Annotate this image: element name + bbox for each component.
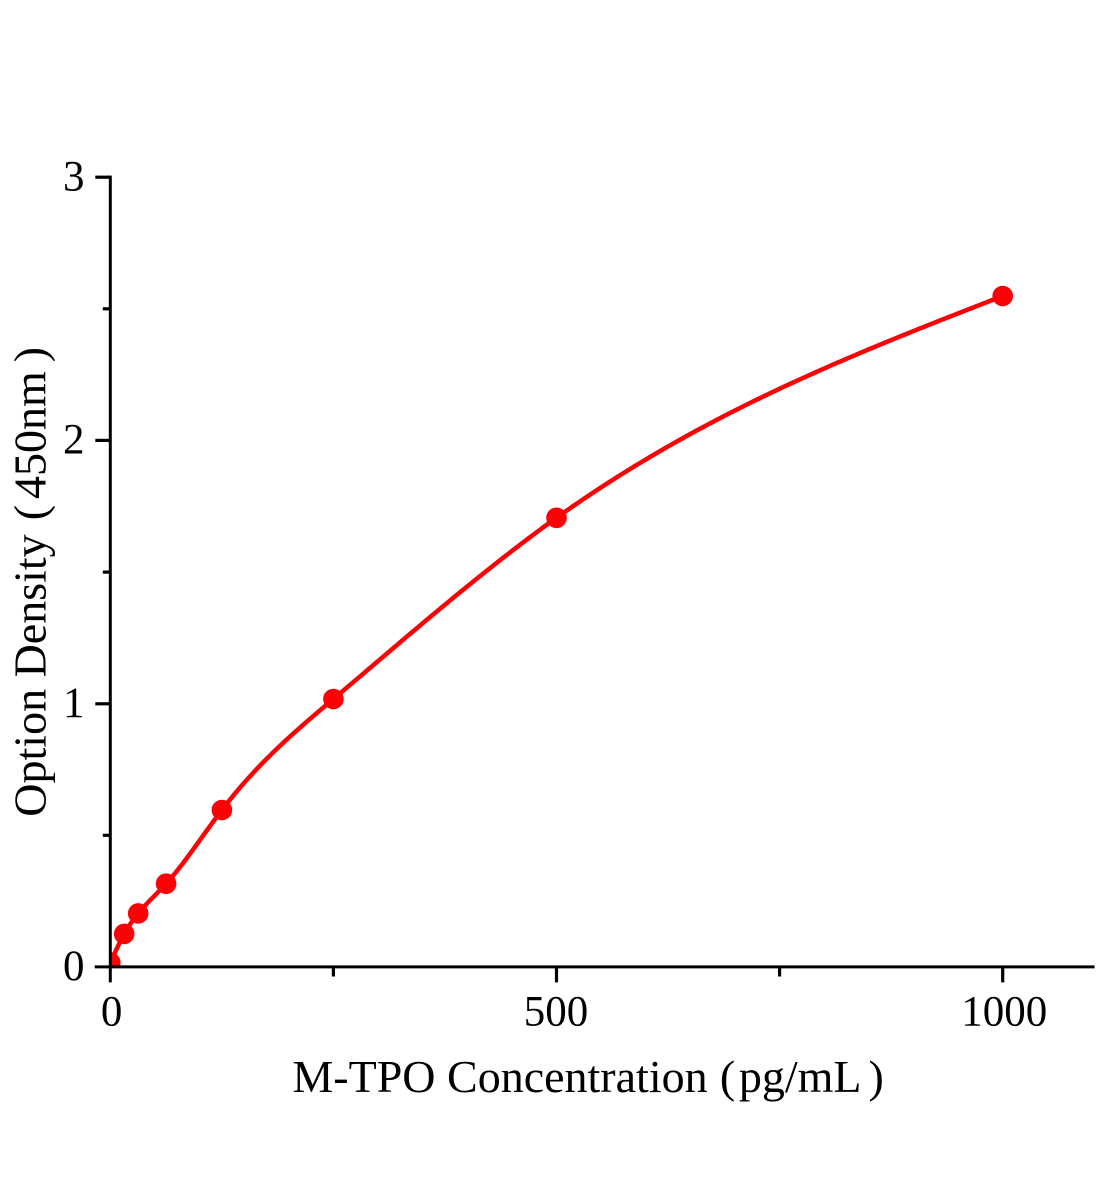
svg-text:0: 0 [63, 943, 85, 990]
svg-text:500: 500 [524, 989, 589, 1036]
svg-text:3: 3 [63, 153, 85, 200]
svg-text:M-TPO Concentration(pg/mL): M-TPO Concentration (pg/mL) [292, 1051, 883, 1102]
svg-text:Option Density(450nm): Option Density(450nm) [5, 347, 56, 817]
svg-text:1: 1 [63, 680, 85, 727]
svg-text:0: 0 [101, 989, 123, 1036]
svg-text:2: 2 [63, 417, 85, 464]
svg-text:1000: 1000 [961, 989, 1047, 1036]
